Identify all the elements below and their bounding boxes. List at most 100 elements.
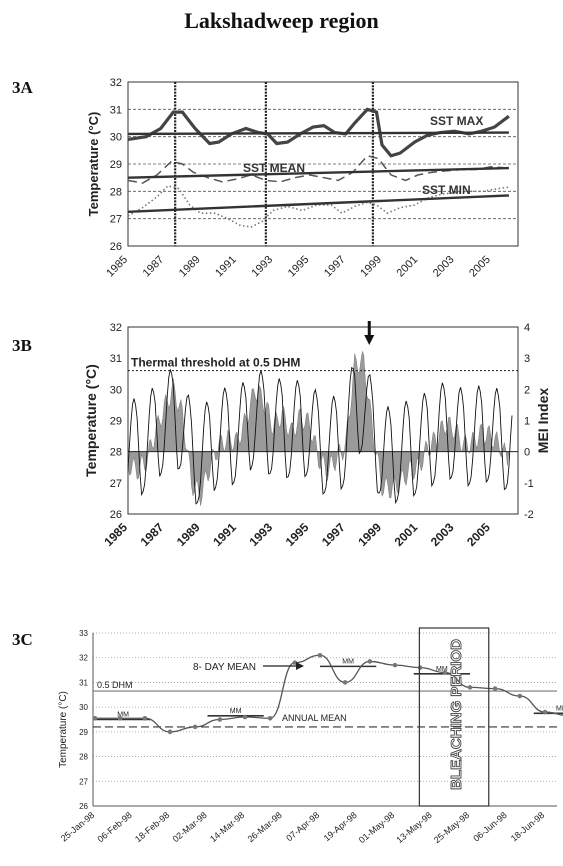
data-point-3c	[442, 670, 448, 675]
y-tick-label-3a: 28	[110, 186, 122, 198]
x-tick-label-3b: 1999	[355, 520, 384, 549]
bleaching-period-label-3c: BLEACHING PERIOD	[448, 639, 465, 790]
y2-axis-label-3b: MEI Index	[535, 388, 551, 454]
data-point-3c	[242, 714, 248, 720]
data-point-3c	[167, 729, 173, 735]
y2-tick-label-3b: 0	[524, 447, 530, 459]
x-tick-label-3a: 1999	[358, 254, 384, 280]
x-tick-label-3a: 2005	[467, 254, 493, 280]
y-tick-label-3c: 26	[79, 802, 88, 811]
data-point-3c	[267, 715, 273, 721]
mei-area-3b	[127, 350, 510, 506]
mm-label-3c: MM	[556, 705, 563, 712]
x-tick-label-3c: 01-May-98	[357, 810, 396, 845]
y-tick-label-3a: 29	[110, 159, 122, 171]
x-tick-label-3b: 1995	[283, 520, 312, 549]
x-tick-label-3c: 14-Mar-98	[208, 810, 246, 844]
data-point-3c	[192, 724, 198, 730]
x-tick-label-3a: 2003	[431, 254, 457, 280]
y-tick-label-3a: 30	[110, 132, 122, 144]
x-tick-label-3b: 1997	[319, 520, 348, 549]
series-label-3a: SST MEAN	[243, 161, 305, 175]
x-tick-label-3b: 2003	[428, 520, 457, 549]
y-tick-label-3c: 30	[79, 703, 88, 712]
series-label-3c: 8- DAY MEAN	[193, 662, 256, 673]
series-arrow-head-3c	[296, 662, 304, 670]
x-tick-label-3c: 19-Apr-98	[322, 810, 359, 843]
y-tick-label-3a: 27	[110, 214, 122, 226]
x-tick-label-3b: 2005	[464, 520, 493, 549]
y2-tick-label-3b: 2	[524, 384, 530, 396]
data-point-3c	[492, 686, 498, 691]
y-axis-label-3c: Temperature (°C)	[58, 691, 69, 768]
x-tick-label-3a: 1987	[141, 254, 167, 280]
y-axis-label-3a: Temperature (°C)	[86, 112, 101, 217]
dhm-label-3c: 0.5 DHM	[97, 680, 133, 690]
y-tick-label-3b: 31	[110, 353, 122, 365]
x-tick-label-3c: 25-Jan-98	[59, 810, 96, 844]
data-point-3c	[517, 693, 523, 699]
y-tick-label-3c: 32	[79, 654, 88, 663]
y2-tick-label-3b: -1	[524, 478, 534, 490]
y-tick-label-3c: 29	[79, 728, 88, 737]
x-tick-label-3b: 1985	[101, 520, 130, 549]
series-sst-max-trend-3a	[127, 131, 509, 136]
x-tick-label-3c: 26-Mar-98	[246, 810, 284, 844]
mm-label-3c: MM	[436, 666, 448, 673]
y-axis-label-3b: Temperature (°C)	[83, 364, 99, 477]
x-tick-label-3a: 1993	[249, 254, 275, 280]
mm-label-3c: MM	[230, 708, 242, 715]
panel-label-3a: 3A	[12, 78, 33, 97]
data-point-3c	[217, 717, 223, 722]
data-point-3c	[392, 662, 398, 668]
x-tick-label-3c: 13-May-98	[394, 810, 433, 845]
panel-label-3c: 3C	[12, 630, 33, 649]
page-title: Lakshadweep region	[184, 8, 379, 33]
y-tick-label-3a: 26	[110, 241, 122, 253]
x-tick-label-3c: 06-Jun-98	[471, 810, 508, 844]
series-sst-min-trend-3a	[127, 194, 509, 213]
bleaching-period-box-3c	[418, 627, 490, 807]
series-label-3a: SST MIN	[422, 183, 471, 197]
y-tick-label-3b: 27	[110, 478, 122, 490]
series-sst-min-3a	[127, 185, 510, 228]
x-tick-label-3b: 2001	[392, 520, 421, 549]
data-point-3c	[342, 680, 348, 685]
x-tick-label-3b: 1987	[138, 520, 167, 549]
x-tick-label-3b: 1989	[174, 520, 203, 549]
x-tick-label-3a: 1985	[104, 254, 130, 280]
y-tick-label-3b: 29	[110, 416, 122, 428]
x-tick-label-3a: 1989	[177, 254, 203, 280]
panel-label-3b: 3B	[12, 336, 32, 355]
plot-frame-3a	[127, 81, 519, 247]
y-tick-label-3a: 32	[110, 77, 122, 89]
y-tick-label-3c: 31	[79, 678, 88, 687]
annual-mean-label-3c: ANNUAL MEAN	[282, 713, 347, 723]
y-tick-label-3c: 33	[79, 629, 88, 638]
data-point-3c	[367, 659, 373, 664]
mm-label-3c: MM	[342, 658, 354, 665]
y2-tick-label-3b: 1	[524, 416, 530, 428]
y2-tick-label-3b: -2	[524, 509, 534, 521]
y2-tick-label-3b: 3	[524, 353, 530, 365]
x-tick-label-3a: 2001	[395, 254, 421, 280]
y-tick-label-3b: 26	[110, 509, 122, 521]
x-tick-label-3a: 1995	[286, 254, 312, 280]
data-point-3c	[142, 715, 148, 721]
x-tick-label-3c: 06-Feb-98	[96, 810, 134, 844]
data-point-3c	[417, 665, 423, 670]
y-tick-label-3a: 31	[110, 104, 122, 116]
y2-tick-label-3b: 4	[524, 322, 530, 334]
mm-label-3c: MM	[117, 712, 129, 719]
data-point-3c	[117, 715, 123, 721]
series-label-3a: SST MAX	[430, 114, 483, 128]
y-tick-label-3c: 27	[79, 777, 88, 786]
x-tick-label-3b: 1991	[210, 520, 239, 549]
sst-monthly-line-3b	[127, 366, 513, 505]
series-sst-mean-3a	[127, 154, 509, 184]
x-tick-label-3c: 02-Mar-98	[171, 810, 209, 844]
x-tick-label-3a: 1997	[322, 254, 348, 280]
data-point-3c	[92, 715, 98, 721]
data-point-3c	[467, 685, 473, 690]
